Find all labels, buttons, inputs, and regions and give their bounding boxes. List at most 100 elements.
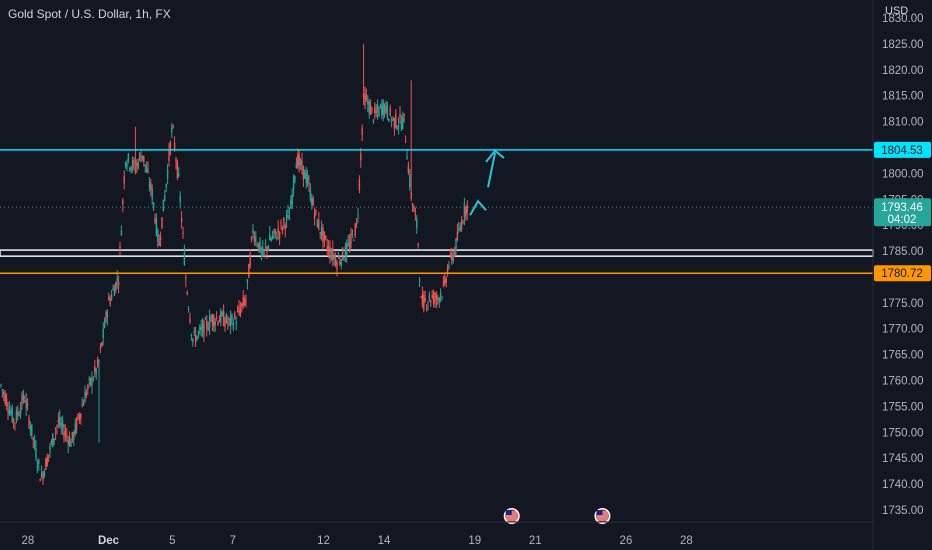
candle-body <box>17 411 19 415</box>
candle-body <box>348 242 351 250</box>
us-flag-icon[interactable] <box>594 508 611 524</box>
candle-body <box>71 432 74 440</box>
candle-body <box>120 230 123 236</box>
candle-body <box>40 472 43 478</box>
candle-body <box>432 292 435 304</box>
x-tick-label: 12 <box>317 535 330 547</box>
candle-body <box>396 126 398 129</box>
candle-body <box>193 330 195 333</box>
y-tick-label: 1760.00 <box>882 376 924 388</box>
candle-body <box>213 315 215 327</box>
candle-body <box>63 432 65 439</box>
candle-body <box>224 321 226 327</box>
candle-body <box>256 245 258 247</box>
us-flag-icon[interactable] <box>503 508 520 524</box>
candle-body <box>455 239 457 252</box>
projection-arrows[interactable] <box>469 149 505 216</box>
candle-body <box>150 182 152 190</box>
candle-body <box>171 127 173 132</box>
candle-body <box>264 246 267 248</box>
candle-body <box>102 328 104 338</box>
candle-body <box>124 162 127 167</box>
candle-body <box>144 164 146 167</box>
candle-body <box>154 217 156 223</box>
candle-body <box>74 423 76 434</box>
candle-body <box>337 256 340 259</box>
candle-body <box>238 306 240 313</box>
candle-body <box>441 296 443 298</box>
candle-body <box>19 407 22 414</box>
candle-body <box>318 219 320 230</box>
candle-body <box>221 312 223 316</box>
candle-body <box>435 292 438 300</box>
event-markers[interactable] <box>503 508 611 524</box>
candle-body <box>94 366 96 372</box>
projection-arrow-2-shaft[interactable] <box>487 152 497 188</box>
candle-body <box>392 117 394 119</box>
x-tick-label: Dec <box>98 535 120 547</box>
candle-body <box>291 194 293 205</box>
horizontal-zone[interactable] <box>0 249 874 257</box>
candle-body <box>439 292 442 296</box>
y-tick-label: 1745.00 <box>882 453 924 465</box>
y-tick-label: 1825.00 <box>882 39 924 51</box>
candle-body <box>304 170 306 179</box>
candle-body <box>437 297 439 300</box>
candle-body <box>413 207 415 212</box>
candle-body <box>173 142 176 150</box>
candle-body <box>57 419 60 423</box>
candle-body <box>60 423 62 427</box>
candle-body <box>239 308 242 315</box>
candle-body <box>208 316 211 329</box>
candle-body <box>295 162 298 169</box>
candle-body <box>465 207 467 216</box>
candle-body <box>46 456 48 466</box>
candle-body <box>122 200 124 205</box>
candle-body <box>371 107 373 109</box>
candle-body <box>159 237 162 240</box>
candle-body <box>199 327 201 330</box>
candle-body <box>446 266 449 275</box>
candle-body <box>329 246 331 258</box>
candle-body <box>326 246 328 251</box>
candle-body <box>225 314 228 323</box>
flag-canton <box>505 510 512 515</box>
candle-body <box>169 141 172 153</box>
candle-body <box>29 426 32 430</box>
candle-body <box>445 278 447 284</box>
candle-body <box>319 231 321 234</box>
projection-arrow-1[interactable] <box>469 199 487 216</box>
candle-body <box>390 119 393 122</box>
candle-body <box>334 259 337 266</box>
candle-body <box>158 241 160 246</box>
candle-body <box>56 425 58 428</box>
candle-body <box>292 176 295 190</box>
candle-body <box>375 111 377 113</box>
y-tick-label: 1765.00 <box>882 350 924 362</box>
resistance-label-bg <box>874 141 931 158</box>
candle-body <box>98 360 100 362</box>
candle-body <box>420 296 422 298</box>
projection-arrow-2-head[interactable] <box>485 149 505 163</box>
candle-body <box>68 437 71 446</box>
candle-body <box>7 409 9 413</box>
zone-box[interactable] <box>0 249 874 257</box>
candle-body <box>389 107 391 116</box>
candle-body <box>231 314 233 319</box>
level-lines[interactable] <box>0 149 873 274</box>
candle-body <box>117 282 120 286</box>
candle-body <box>312 198 314 206</box>
candle-body <box>175 159 177 162</box>
candle-body <box>59 416 61 426</box>
candle-body <box>425 307 428 309</box>
candle-body <box>32 437 34 440</box>
candle-body <box>172 126 174 128</box>
candle-body <box>140 156 142 162</box>
candle-body <box>197 331 200 333</box>
candle-body <box>376 105 379 112</box>
candle-body <box>43 470 46 476</box>
candle-body <box>395 113 397 128</box>
candle-body <box>42 473 44 481</box>
candle-body <box>451 253 453 261</box>
